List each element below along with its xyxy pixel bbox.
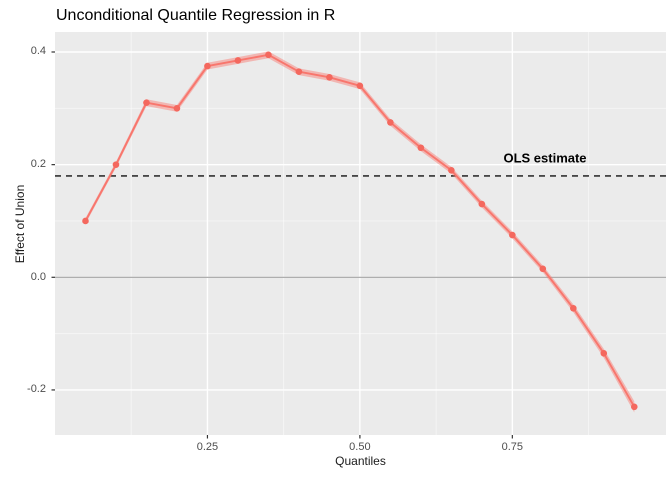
- data-point: [234, 57, 242, 64]
- data-point: [509, 231, 516, 239]
- data-point: [570, 304, 577, 312]
- y-tick-label: 0.0: [30, 270, 46, 283]
- data-point: [112, 161, 120, 168]
- data-point: [173, 105, 181, 112]
- data-point: [539, 265, 547, 273]
- y-tick-label: 0.4: [30, 45, 46, 58]
- plot-title: Unconditional Quantile Regression in R: [56, 7, 336, 24]
- data-point: [448, 166, 455, 174]
- data-point: [295, 68, 303, 76]
- x-tick-label: 0.25: [196, 441, 219, 453]
- data-point: [326, 74, 333, 81]
- y-tick-label: -0.2: [27, 383, 46, 396]
- data-point: [387, 119, 394, 126]
- x-axis-label: Quantiles: [335, 454, 386, 468]
- data-point: [478, 200, 486, 208]
- y-axis-label: Effect of Union: [13, 184, 27, 264]
- data-point: [417, 144, 425, 152]
- data-point: [265, 51, 272, 59]
- data-point: [600, 350, 608, 357]
- ols-estimate-annotation: OLS estimate: [503, 150, 587, 166]
- x-tick-label: 0.75: [501, 441, 524, 453]
- data-point: [630, 403, 638, 411]
- data-point: [82, 217, 89, 225]
- x-tick-label: 0.50: [349, 441, 371, 453]
- data-point: [143, 99, 150, 106]
- data-point: [356, 82, 364, 90]
- y-tick-label: 0.2: [30, 158, 46, 171]
- data-point: [204, 62, 211, 70]
